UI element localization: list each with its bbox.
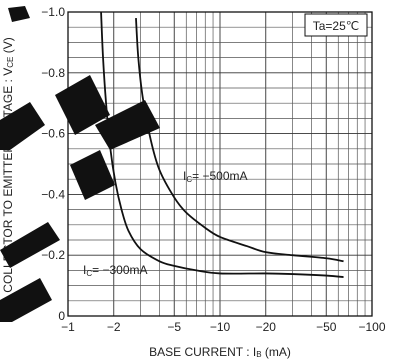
curves [100,11,344,278]
plot-frame [67,11,373,317]
x-tick-label: −50 [316,320,337,334]
x-tick-label: −2 [107,320,121,334]
watermark [0,6,160,322]
x-tick-label: −100 [358,320,385,334]
y-tick-label: 0 [58,309,65,323]
series-label-500ma: IC= −500mA [183,169,248,184]
y-tick-label: −0.8 [41,66,65,80]
grid [68,12,372,316]
series-line-500ma [135,18,344,263]
condition-label: Ta=25℃ [313,19,360,33]
x-tick-label: −5 [167,320,181,334]
x-axis-title: BASE CURRENT : IB (mA) [149,345,291,359]
x-tick-label: −20 [256,320,277,334]
tick-labels: −1 −2 −5 −10 −20 −50 −100 0 −0.2 −0.4 −0.6 −0.8 −1.0 [41,5,386,334]
y-tick-label: −1.0 [41,5,65,19]
y-tick-label: −0.6 [41,127,65,141]
y-tick-label: −0.4 [41,187,65,201]
y-tick-label: −0.2 [41,248,65,262]
x-tick-label: −1 [61,320,75,334]
condition-box: Ta=25℃ [304,13,368,37]
x-tick-label: −10 [210,320,231,334]
series-label-300ma: IC= −300mA [83,263,148,278]
